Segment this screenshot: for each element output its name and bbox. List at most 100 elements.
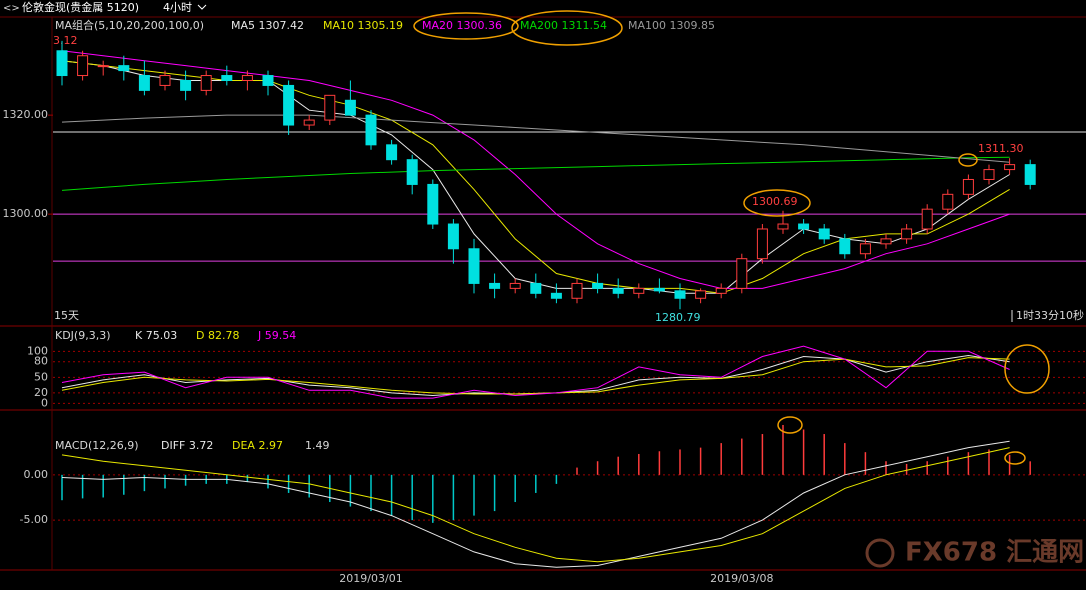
candle-body bbox=[550, 292, 562, 299]
highlight bbox=[958, 153, 978, 167]
indicator-line bbox=[61, 447, 1010, 563]
dropdown-arrow[interactable] bbox=[197, 4, 207, 10]
candle-body bbox=[468, 248, 480, 284]
y-tick-label: 50 bbox=[34, 370, 48, 383]
watermark-logo bbox=[865, 538, 895, 568]
legend-name: J bbox=[257, 329, 261, 342]
candle-body bbox=[427, 183, 439, 225]
legend-name: MA5 bbox=[231, 19, 255, 32]
annotation: 1311.30 bbox=[978, 142, 1024, 155]
x-tick-label: 2019/03/01 bbox=[339, 572, 402, 585]
annotation: 1280.79 bbox=[655, 311, 701, 324]
legend-value: 1300.36 bbox=[457, 19, 503, 32]
annotation: 1时33分10秒 bbox=[1016, 308, 1084, 322]
candle-body bbox=[942, 193, 954, 210]
candle-body bbox=[283, 84, 295, 126]
annotation: 1300.69 bbox=[752, 195, 798, 208]
legend-value: 75.03 bbox=[146, 329, 178, 342]
icon: <> bbox=[3, 3, 20, 14]
legend-name: D bbox=[196, 329, 204, 342]
candle-body bbox=[901, 228, 913, 240]
period-selector[interactable]: 4小时 bbox=[163, 1, 192, 14]
legend-title: MA组合(5,10,20,200,100,0) bbox=[55, 18, 204, 32]
legend-title: MACD(12,26,9) bbox=[55, 439, 139, 452]
legend-name: DEA bbox=[232, 439, 255, 452]
y-tick-label: 80 bbox=[34, 355, 48, 368]
indicator-line bbox=[61, 60, 1010, 294]
indicator-line bbox=[61, 156, 1010, 191]
annotation: 15天 bbox=[54, 309, 79, 322]
highlight bbox=[743, 189, 811, 217]
legend-name: K bbox=[135, 329, 143, 342]
candle-body bbox=[200, 75, 212, 91]
legend-value: 1309.85 bbox=[670, 19, 716, 32]
legend-value: 1307.42 bbox=[259, 19, 305, 32]
candle-body bbox=[983, 169, 995, 180]
candle-body bbox=[241, 75, 253, 81]
instrument-title: 伦敦金现(贵金属 5120) bbox=[22, 0, 139, 14]
y-tick-label: 20 bbox=[34, 386, 48, 399]
candle-body bbox=[777, 223, 789, 230]
legend-name: DIFF bbox=[161, 439, 185, 452]
highlight bbox=[1004, 451, 1026, 465]
legend-value: 1.49 bbox=[305, 439, 330, 452]
candle-body bbox=[77, 55, 89, 77]
candle-body bbox=[180, 79, 192, 91]
candle-body bbox=[386, 144, 398, 161]
legend-entry: MA20 1300.36 bbox=[422, 19, 502, 32]
candle-body bbox=[736, 258, 748, 289]
legend-entry: D 82.78 bbox=[196, 329, 239, 342]
candle-body bbox=[97, 65, 109, 68]
legend-entry: MA200 1311.54 bbox=[520, 19, 607, 32]
highlight bbox=[777, 416, 803, 434]
y-tick-label: 100 bbox=[27, 344, 48, 357]
legend-value: 1311.54 bbox=[562, 19, 608, 32]
indicator-line bbox=[61, 357, 1010, 395]
legend-entry: MA100 1309.85 bbox=[628, 19, 715, 32]
candle-body bbox=[530, 282, 542, 294]
candle-body bbox=[653, 287, 665, 292]
legend-name: MA10 bbox=[323, 19, 354, 32]
indicator-line bbox=[61, 114, 1010, 163]
candle-body bbox=[962, 178, 974, 195]
candle-body bbox=[839, 238, 851, 255]
candle-body bbox=[633, 287, 645, 294]
watermark: FX678 汇通网 bbox=[905, 538, 1084, 568]
legend-entry: MA5 1307.42 bbox=[231, 19, 304, 32]
candle-body bbox=[674, 290, 686, 299]
y-tick-label: 1320.00 bbox=[3, 108, 49, 121]
legend-entry: MA10 1305.19 bbox=[323, 19, 403, 32]
legend-value: 1305.19 bbox=[358, 19, 404, 32]
candle-body bbox=[921, 208, 933, 230]
candle-body bbox=[571, 282, 583, 299]
legend-title: KDJ(9,3,3) bbox=[55, 329, 111, 342]
y-tick-label: 1300.00 bbox=[3, 207, 49, 220]
candle-body bbox=[592, 282, 604, 289]
legend-name: MA200 bbox=[520, 19, 558, 32]
annotation: 3.12 bbox=[53, 34, 78, 47]
candle-body bbox=[221, 75, 233, 81]
candle-body bbox=[489, 282, 501, 289]
candle-body bbox=[715, 287, 727, 294]
y-tick-label: 0 bbox=[41, 396, 48, 409]
highlight bbox=[511, 10, 623, 46]
x-tick-label: 2019/03/08 bbox=[710, 572, 773, 585]
legend-value: 82.78 bbox=[208, 329, 240, 342]
candle-body bbox=[509, 282, 521, 289]
candle-body bbox=[1004, 164, 1016, 171]
candle-body bbox=[880, 238, 892, 245]
candle-body bbox=[56, 50, 68, 77]
legend-name: MA100 bbox=[628, 19, 666, 32]
candle-body bbox=[447, 223, 459, 250]
candle-body bbox=[798, 223, 810, 230]
legend-entry: J 59.54 bbox=[257, 329, 296, 342]
candle-body bbox=[303, 119, 315, 126]
candle-body bbox=[612, 287, 624, 294]
legend-entry: K 75.03 bbox=[135, 329, 177, 342]
candle-body bbox=[365, 114, 377, 146]
candle-body bbox=[344, 99, 356, 116]
candle-body bbox=[1024, 164, 1036, 185]
highlight bbox=[1004, 344, 1050, 394]
legend-value: 3.72 bbox=[189, 439, 214, 452]
